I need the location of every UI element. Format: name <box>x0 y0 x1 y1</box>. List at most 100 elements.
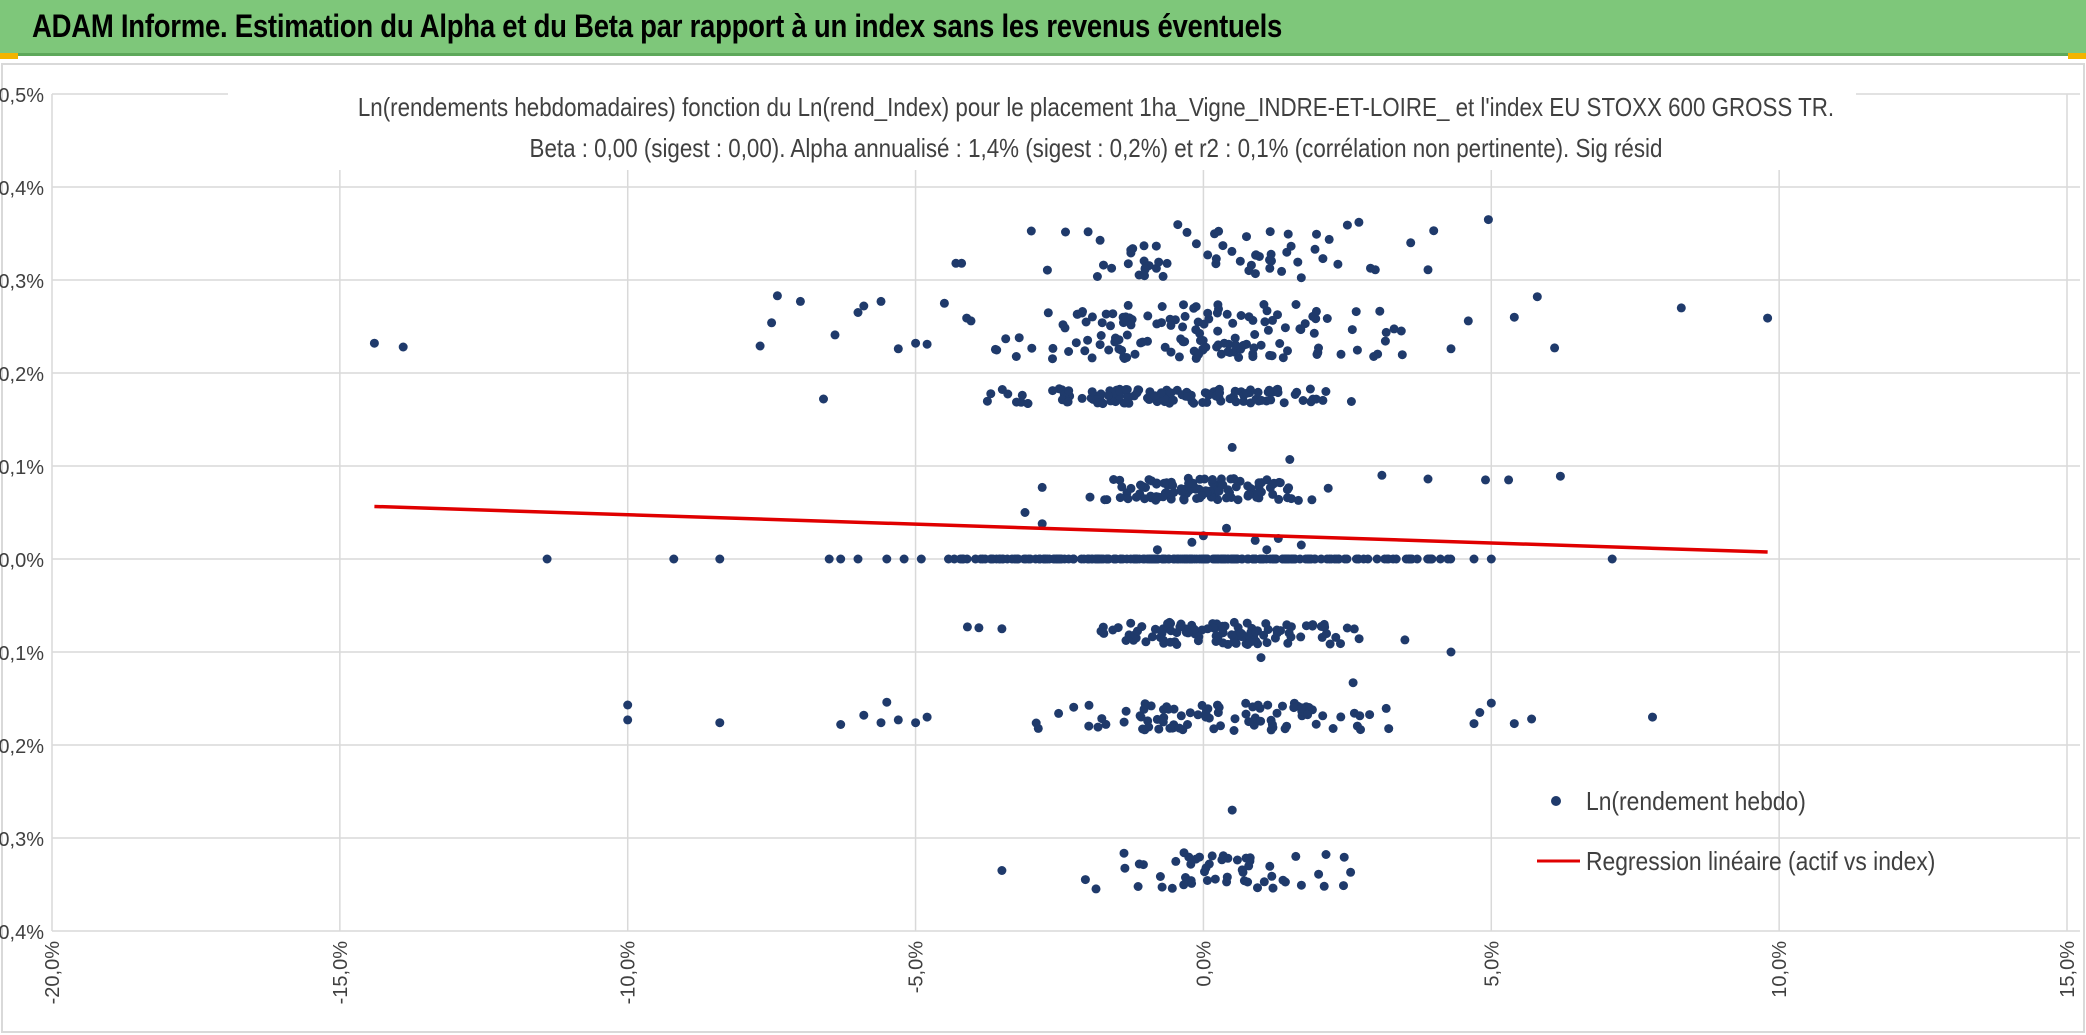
data-point <box>1256 716 1266 726</box>
data-point <box>1101 554 1111 564</box>
data-point <box>1202 876 1212 885</box>
data-point <box>1435 554 1445 564</box>
data-point <box>1176 711 1186 721</box>
data-point <box>1220 554 1229 564</box>
data-point <box>1198 398 1208 407</box>
data-point <box>1183 392 1193 401</box>
y-tick-label: -0,3% <box>0 829 44 851</box>
data-point <box>1121 706 1131 716</box>
data-point <box>1178 322 1188 332</box>
x-tick-label: 15,0% <box>2057 941 2079 998</box>
data-point <box>1248 352 1258 362</box>
data-point <box>715 718 725 728</box>
data-point <box>1204 859 1214 869</box>
data-point <box>1231 340 1241 350</box>
data-point <box>1158 717 1168 727</box>
data-point <box>1097 318 1107 328</box>
data-point <box>1173 220 1183 230</box>
data-point <box>1193 317 1203 327</box>
data-point <box>1233 495 1243 505</box>
data-point <box>957 554 967 564</box>
data-point <box>1191 325 1201 335</box>
data-point <box>1325 639 1335 649</box>
data-point <box>1532 292 1542 302</box>
data-point <box>1296 703 1306 713</box>
data-point <box>1151 495 1161 505</box>
data-point <box>1133 385 1143 395</box>
data-point <box>1085 492 1095 502</box>
data-point <box>1234 353 1244 362</box>
data-point <box>1284 483 1294 493</box>
x-tick-label: -15,0% <box>330 941 352 1005</box>
data-point <box>1218 241 1228 251</box>
data-point <box>1156 388 1166 398</box>
data-point <box>1179 495 1189 505</box>
data-point <box>1140 264 1150 274</box>
data-point <box>1256 395 1266 405</box>
data-point <box>1155 872 1165 881</box>
data-point <box>1064 386 1074 396</box>
data-point <box>1026 226 1036 236</box>
data-point <box>1296 273 1306 283</box>
x-tick-label: -20,0% <box>42 941 64 1005</box>
legend-label-points: Ln(rendement hebdo) <box>1586 788 1806 817</box>
data-point <box>1243 877 1253 887</box>
data-point <box>1218 621 1228 631</box>
regression-line-layer <box>374 504 1768 554</box>
data-point <box>1342 554 1352 564</box>
data-point <box>1391 554 1401 564</box>
data-point <box>1171 856 1181 866</box>
data-point <box>1277 266 1287 276</box>
data-point <box>1187 537 1197 547</box>
data-point <box>755 341 765 351</box>
data-point <box>1486 698 1496 708</box>
data-point <box>1136 480 1145 490</box>
data-point <box>1123 300 1133 310</box>
data-point <box>1204 390 1214 400</box>
data-point <box>1013 554 1023 564</box>
data-point <box>1446 344 1456 354</box>
data-point <box>1274 494 1284 504</box>
data-point <box>1377 470 1387 480</box>
data-point <box>1311 314 1321 324</box>
data-point <box>1296 880 1306 890</box>
data-point <box>1349 624 1359 634</box>
data-point <box>1092 272 1102 281</box>
data-point <box>1227 246 1237 256</box>
data-point <box>1285 455 1295 464</box>
data-point <box>1314 869 1324 879</box>
data-point <box>1186 876 1196 886</box>
data-point <box>1203 250 1213 260</box>
data-point <box>1201 712 1211 722</box>
data-point <box>962 622 972 632</box>
data-point <box>1203 308 1213 318</box>
data-point <box>1289 554 1299 564</box>
data-point <box>1370 265 1380 275</box>
data-point <box>1126 554 1136 564</box>
data-point <box>1250 330 1260 339</box>
data-point <box>1273 384 1283 394</box>
data-point <box>1133 626 1142 636</box>
data-point <box>669 554 679 564</box>
data-point <box>1607 554 1617 564</box>
data-point <box>1352 721 1362 731</box>
data-point <box>1446 554 1456 564</box>
data-point <box>1003 389 1013 399</box>
legend-marker-points <box>1551 796 1561 806</box>
data-point <box>1178 337 1188 347</box>
data-point <box>1021 554 1031 564</box>
data-point <box>899 554 909 564</box>
data-point <box>982 396 992 406</box>
x-tick-label: 5,0% <box>1481 941 1503 987</box>
data-point <box>1168 480 1178 490</box>
data-point <box>1212 308 1222 318</box>
data-point <box>1179 300 1188 310</box>
data-point <box>1229 617 1239 627</box>
data-point <box>1023 399 1033 408</box>
data-point <box>1331 554 1341 564</box>
data-point <box>1260 317 1270 327</box>
data-point <box>1185 708 1195 718</box>
data-point <box>1427 554 1437 564</box>
data-point <box>1131 492 1141 502</box>
data-point <box>1042 265 1052 275</box>
